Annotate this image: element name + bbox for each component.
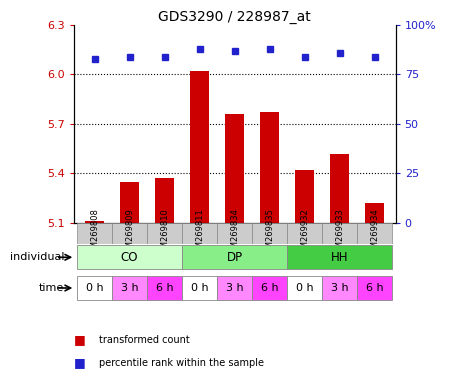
- Text: 6 h: 6 h: [156, 283, 173, 293]
- Text: percentile rank within the sample: percentile rank within the sample: [99, 358, 263, 368]
- Text: CO: CO: [121, 251, 138, 264]
- Bar: [155, 178, 174, 223]
- Text: DP: DP: [226, 251, 242, 264]
- Text: HH: HH: [330, 251, 347, 264]
- Bar: [224, 114, 244, 223]
- Text: ■: ■: [73, 333, 85, 346]
- Text: 3 h: 3 h: [121, 283, 138, 293]
- Text: transformed count: transformed count: [99, 335, 189, 345]
- Bar: [321, 276, 356, 300]
- Bar: [147, 223, 182, 244]
- Bar: [294, 170, 313, 223]
- Bar: [252, 276, 286, 300]
- Bar: [77, 276, 112, 300]
- Bar: [147, 276, 182, 300]
- Bar: [112, 223, 147, 244]
- Bar: [77, 223, 112, 244]
- Bar: [182, 223, 217, 244]
- Text: 0 h: 0 h: [190, 283, 208, 293]
- Bar: [364, 203, 383, 223]
- Text: GSM269809: GSM269809: [125, 208, 134, 259]
- Text: time: time: [39, 283, 64, 293]
- Bar: [329, 154, 348, 223]
- Text: GSM269811: GSM269811: [195, 208, 204, 259]
- Bar: [252, 223, 286, 244]
- Text: ■: ■: [73, 356, 85, 369]
- Bar: [356, 276, 391, 300]
- Bar: [182, 245, 286, 270]
- Text: 6 h: 6 h: [365, 283, 383, 293]
- Bar: [356, 223, 391, 244]
- Bar: [321, 223, 356, 244]
- Text: 3 h: 3 h: [225, 283, 243, 293]
- Text: 6 h: 6 h: [260, 283, 278, 293]
- Text: GSM269933: GSM269933: [334, 208, 343, 259]
- Bar: [190, 71, 209, 223]
- Text: GSM269835: GSM269835: [264, 208, 274, 259]
- Bar: [77, 245, 182, 270]
- Bar: [182, 276, 217, 300]
- Title: GDS3290 / 228987_at: GDS3290 / 228987_at: [158, 10, 310, 24]
- Text: GSM269808: GSM269808: [90, 208, 99, 259]
- Bar: [259, 112, 279, 223]
- Bar: [286, 276, 321, 300]
- Bar: [85, 221, 104, 223]
- Bar: [217, 276, 252, 300]
- Text: GSM269834: GSM269834: [230, 208, 239, 259]
- Bar: [286, 245, 391, 270]
- Bar: [120, 182, 139, 223]
- Text: GSM269810: GSM269810: [160, 208, 169, 259]
- Bar: [112, 276, 147, 300]
- Text: 0 h: 0 h: [85, 283, 103, 293]
- Text: 0 h: 0 h: [295, 283, 313, 293]
- Bar: [286, 223, 321, 244]
- Bar: [217, 223, 252, 244]
- Text: individual: individual: [10, 252, 64, 262]
- Text: GSM269934: GSM269934: [369, 208, 378, 259]
- Text: 3 h: 3 h: [330, 283, 347, 293]
- Text: GSM269932: GSM269932: [299, 208, 308, 259]
